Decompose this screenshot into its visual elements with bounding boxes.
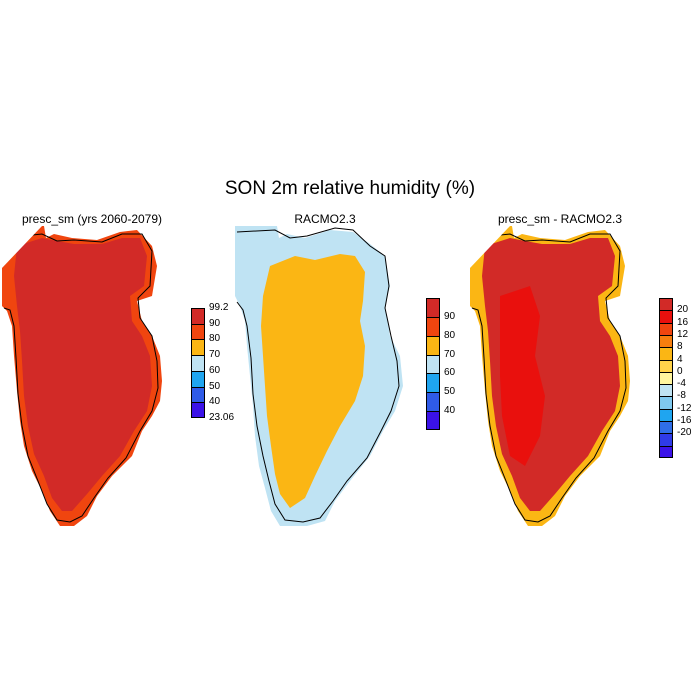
colorbar-tick-label: 90 <box>209 317 221 329</box>
colorbar-tick-label: 0 <box>677 365 683 377</box>
colorbar-tick-label: 60 <box>444 367 456 379</box>
colorbar-segment <box>191 323 205 340</box>
colorbar-segment <box>659 359 673 372</box>
colorbar-tick-label: 4 <box>677 353 683 365</box>
colorbar-tick-label: -12 <box>677 402 692 414</box>
sea-ice-white <box>470 226 510 268</box>
map-racmo <box>235 226 415 526</box>
colorbar-tick-label: 40 <box>209 396 221 408</box>
colorbar-tick-label: 50 <box>444 386 456 398</box>
colorbar-segment <box>659 396 673 409</box>
colorbar-diff: 20 16 12 8 4 0 -4 -8 -12 -16 -20 <box>659 298 699 458</box>
colorbar-segment <box>426 392 440 412</box>
colorbar-tick-label: 99.2 <box>209 302 229 313</box>
colorbar-tick-label: 90 <box>444 310 456 322</box>
colorbar-segment <box>191 355 205 371</box>
colorbar-segment <box>191 386 205 403</box>
colorbar-segment <box>659 408 673 422</box>
panel-title-presc-sm: presc_sm (yrs 2060-2079) <box>21 212 163 226</box>
colorbar-segment <box>659 310 673 323</box>
colorbar-segment <box>426 335 440 355</box>
colorbar-tick-label: 60 <box>209 364 221 376</box>
colorbar-tick-label: 70 <box>209 349 221 361</box>
ice-sheet <box>261 254 365 508</box>
colorbar-tick-label: 70 <box>444 348 456 360</box>
colorbar-segment <box>659 445 673 458</box>
ice-sheet <box>14 238 152 511</box>
colorbar-tick-label: -20 <box>677 427 692 439</box>
panel-title-diff: presc_sm - RACMO2.3 <box>497 212 623 226</box>
colorbar-presc-sm: 99.2 90 80 70 60 50 40 23.06 <box>191 303 241 423</box>
panel-title-racmo: RACMO2.3 <box>294 212 356 226</box>
colorbar-segment <box>659 347 673 360</box>
colorbar-segment <box>659 421 673 434</box>
colorbar-segment <box>659 433 673 446</box>
figure-title: SON 2m relative humidity (%) <box>224 178 476 199</box>
colorbar-tick-label: -4 <box>677 378 686 390</box>
greenland-map-presc-sm <box>2 226 162 526</box>
coastline <box>471 233 627 523</box>
colorbar-segment <box>426 316 440 336</box>
colorbar-segment <box>426 354 440 374</box>
colorbar-tick-label: 8 <box>677 341 683 353</box>
colorbar-segment <box>191 370 205 387</box>
map-diff <box>470 226 650 526</box>
colorbar-segment <box>659 322 673 335</box>
colorbar-racmo: 90 80 70 60 50 40 <box>426 298 476 430</box>
coastline <box>236 227 400 523</box>
colorbar-tick-label: 12 <box>677 328 689 340</box>
colorbar-tick-label: 20 <box>677 304 689 316</box>
colorbar-tick-label: 16 <box>677 316 689 328</box>
colorbar-segment <box>659 298 673 311</box>
colorbar-segment <box>426 411 440 430</box>
colorbar-tick-label: 23.06 <box>209 412 235 423</box>
coastline <box>3 233 159 523</box>
colorbar-tick-label: -16 <box>677 415 692 427</box>
colorbar-tick-label: 80 <box>209 333 221 345</box>
greenland-map-racmo <box>235 226 403 526</box>
colorbar-segment <box>659 371 673 385</box>
colorbar-segment <box>191 308 205 324</box>
colorbar-segment <box>191 402 205 418</box>
colorbar-tick-label: -8 <box>677 390 686 402</box>
colorbar-tick-label: 50 <box>209 380 221 392</box>
colorbar-tick-label: 40 <box>444 405 456 417</box>
greenland-map-diff <box>470 226 630 526</box>
colorbar-segment <box>659 384 673 397</box>
sea-ice-white <box>2 226 42 268</box>
colorbar-segment <box>426 298 440 317</box>
map-presc-sm <box>2 226 182 526</box>
colorbar-segment <box>426 373 440 393</box>
colorbar-tick-label: 80 <box>444 329 456 341</box>
colorbar-segment <box>659 334 673 348</box>
anomaly-patch <box>500 286 545 466</box>
colorbar-segment <box>191 339 205 356</box>
